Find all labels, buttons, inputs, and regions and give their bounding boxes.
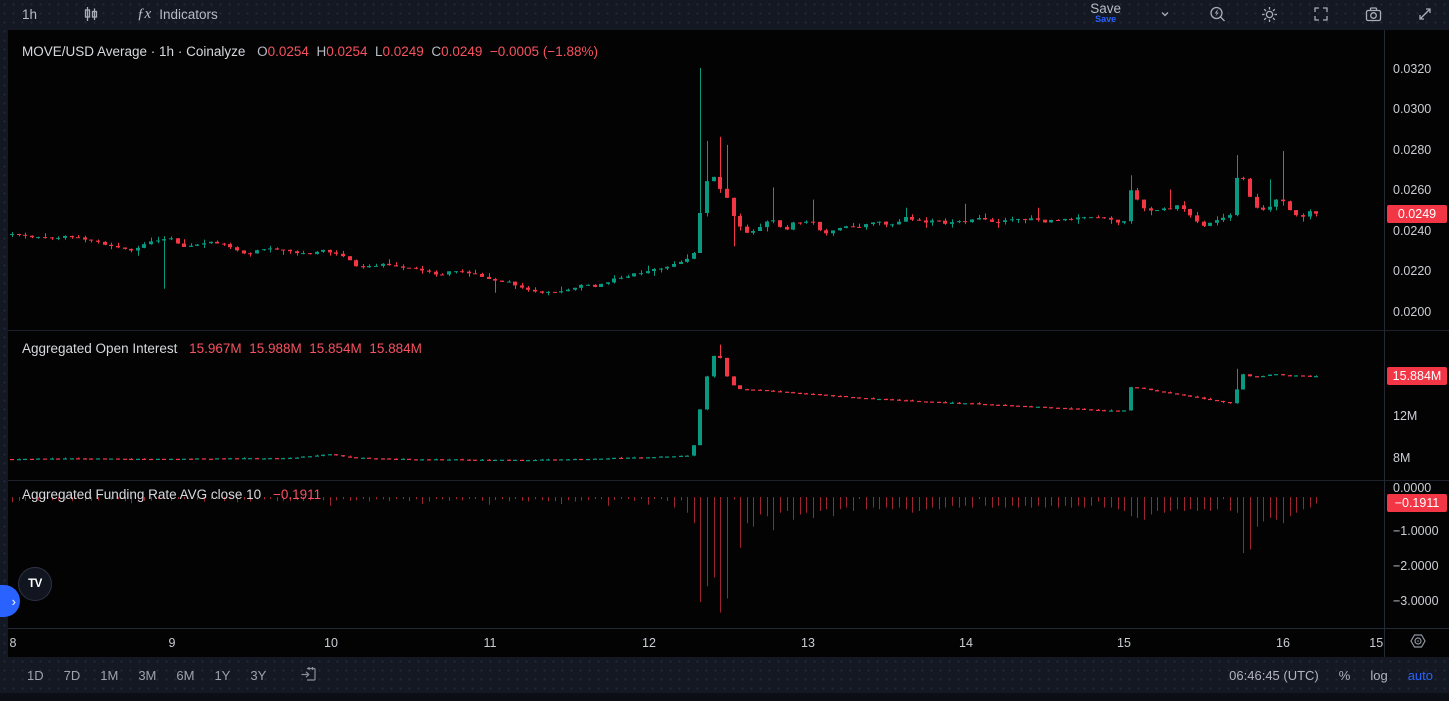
ohlc-close-value: 0.0249 (441, 44, 483, 59)
funding-axis-label: −1.0000 (1393, 524, 1439, 538)
indicators-label: Indicators (159, 6, 218, 22)
goto-date-button[interactable] (299, 664, 319, 687)
save-button[interactable]: Save Save (1090, 1, 1121, 25)
last-oi-badge: 15.884M (1387, 367, 1447, 385)
ohlc-low-label: L (375, 44, 383, 59)
funding-axis-label: −2.0000 (1393, 559, 1439, 573)
price-axis-label: 0.0200 (1393, 305, 1432, 319)
calendar-arrow-icon (299, 664, 319, 687)
pane-separator-oi-funding[interactable] (8, 480, 1449, 481)
funding-rate-legend: Aggregated Funding Rate AVG close 10 −0.… (22, 487, 321, 502)
settings-gear-icon[interactable] (1257, 2, 1281, 26)
time-axis-label: 10 (324, 636, 338, 650)
time-axis-label: 8 (9, 636, 17, 650)
open-interest-legend: Aggregated Open Interest 15.967M 15.988M… (22, 341, 422, 356)
funding-axis-label: −3.0000 (1393, 594, 1439, 608)
oi-axis-label: 12M (1393, 409, 1418, 423)
range-button-7d[interactable]: 7D (63, 667, 81, 683)
last-price-badge: 0.0249 (1387, 205, 1447, 223)
oi-open-value: 15.967M (189, 341, 242, 356)
oi-close-value: 15.884M (369, 341, 422, 356)
time-axis-label: 15 (1117, 636, 1131, 650)
time-axis-label: 14 (959, 636, 973, 650)
bottom-toolbar-right: 06:46:45 (UTC) % log auto (1229, 668, 1449, 683)
oi-axis-label: 8M (1393, 451, 1411, 465)
ohlc-low-value: 0.0249 (382, 44, 424, 59)
timezone-clock-icon (1408, 631, 1428, 656)
fullscreen-icon[interactable] (1309, 2, 1333, 26)
bottom-toolbar: 1D 7D 1M 3M 6M 1Y 3Y 06:46:45 (UTC) % log auto (0, 658, 1449, 692)
price-axis-label: 0.0320 (1393, 62, 1432, 76)
time-axis-label: 13 (801, 636, 815, 650)
range-button-1d[interactable]: 1D (27, 667, 44, 683)
timezone-button[interactable] (1384, 629, 1449, 657)
top-toolbar-left: 1h ƒx Indicators (0, 2, 218, 26)
price-axis-label: 0.0260 (1393, 183, 1432, 197)
pane-separator-price-oi[interactable] (8, 330, 1449, 331)
resize-arrows-icon[interactable] (1413, 2, 1437, 26)
time-axis-label: 11 (483, 636, 497, 650)
save-label: Save (1090, 1, 1121, 16)
percent-scale-button[interactable]: % (1338, 667, 1351, 683)
funding-axis-label: 0.0000 (1393, 481, 1432, 495)
funding-rate-title[interactable]: Aggregated Funding Rate AVG close 10 (22, 487, 262, 502)
fx-icon: ƒx (137, 5, 152, 22)
time-axis-label: 9 (168, 636, 176, 650)
range-button-3m[interactable]: 3M (138, 667, 157, 683)
ohlc-high-value: 0.0254 (326, 44, 368, 59)
quick-search-icon[interactable] (1205, 2, 1229, 26)
chart-canvas[interactable] (8, 30, 1449, 628)
ohlc-open-value: 0.0254 (267, 44, 309, 59)
auto-scale-button[interactable]: auto (1407, 667, 1433, 683)
date-range-group: 1D 7D 1M 3M 6M 1Y 3Y (0, 664, 319, 687)
time-scale[interactable]: 8 9 10 11 12 13 14 15 16 15: (8, 628, 1449, 657)
top-toolbar-right: Save Save (1090, 2, 1449, 26)
bottom-strip (0, 693, 1449, 701)
price-axis-label: 0.0240 (1393, 224, 1432, 238)
interval-button[interactable]: 1h (22, 6, 38, 22)
camera-icon[interactable] (1361, 2, 1385, 26)
log-scale-button[interactable]: log (1370, 667, 1388, 683)
ohlc-high-label: H (316, 44, 327, 59)
price-axis-label: 0.0220 (1393, 264, 1432, 278)
ohlc-close-label: C (431, 44, 442, 59)
top-toolbar: 1h ƒx Indicators Save Save (0, 0, 1449, 28)
left-panel-handle[interactable]: › (0, 585, 20, 617)
symbol-title[interactable]: MOVE/USD Average · 1h · Coinalyze (22, 44, 246, 59)
price-legend: MOVE/USD Average · 1h · Coinalyze O0.025… (22, 44, 598, 59)
funding-rate-value: −0.1911 (272, 487, 322, 502)
range-button-3y[interactable]: 3Y (250, 667, 267, 683)
chart-style-button[interactable] (79, 2, 103, 26)
price-axis-label: 0.0280 (1393, 143, 1432, 157)
time-axis-label: 15: (1369, 636, 1384, 650)
time-axis-label: 16 (1276, 636, 1290, 650)
save-status-badge: Save (1095, 14, 1117, 24)
range-button-1m[interactable]: 1M (100, 667, 119, 683)
price-axis-label: 0.0300 (1393, 102, 1432, 116)
open-interest-title[interactable]: Aggregated Open Interest (22, 341, 178, 356)
range-button-6m[interactable]: 6M (176, 667, 195, 683)
last-funding-badge: −0.1911 (1387, 494, 1447, 512)
ohlc-open-label: O (257, 44, 268, 59)
oi-low-value: 15.854M (309, 341, 362, 356)
price-scale[interactable]: 0.0249 15.884M −0.1911 0.0320 0.0300 0.028… (1384, 30, 1449, 628)
session-clock[interactable]: 06:46:45 (UTC) (1229, 667, 1319, 683)
candlestick-chart-icon (79, 2, 103, 26)
indicators-button[interactable]: ƒx Indicators (137, 6, 218, 23)
time-axis-label: 12 (642, 636, 656, 650)
chevron-down-icon[interactable] (1153, 2, 1177, 26)
time-labels: 8 9 10 11 12 13 14 15 16 15: (8, 629, 1384, 657)
tradingview-logo[interactable]: TV (18, 567, 52, 601)
chart-area[interactable]: MOVE/USD Average · 1h · Coinalyze O0.025… (0, 30, 1449, 628)
change-value: −0.0005 (−1.88%) (489, 44, 598, 59)
range-button-1y[interactable]: 1Y (214, 667, 231, 683)
oi-high-value: 15.988M (249, 341, 302, 356)
